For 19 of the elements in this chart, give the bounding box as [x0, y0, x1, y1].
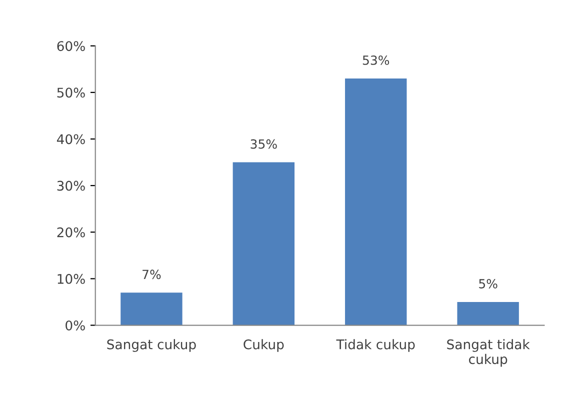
data-label: 5% [479, 278, 498, 288]
y-tick-label: 0% [66, 320, 85, 330]
y-tick-label: 50% [57, 88, 85, 98]
data-label: 7% [142, 270, 161, 280]
y-tick-label: 20% [57, 227, 85, 238]
x-tick-label: Cukup [244, 339, 284, 352]
y-tick-label: 40% [56, 134, 85, 144]
x-tick-label: Tidak cukup [336, 339, 415, 352]
bar [232, 162, 295, 326]
y-tick-label: 10% [58, 274, 85, 284]
bar [345, 78, 407, 326]
x-tick-label: Sangat cukup [107, 339, 196, 352]
data-label: 35% [250, 139, 277, 149]
data-label: 53% [362, 55, 390, 65]
bar [120, 292, 182, 326]
y-tick-label: 30% [57, 180, 85, 191]
x-tick-label: Sangat tidak cukup [447, 339, 530, 367]
y-tick-label: 60% [57, 41, 85, 52]
bar [457, 302, 519, 326]
